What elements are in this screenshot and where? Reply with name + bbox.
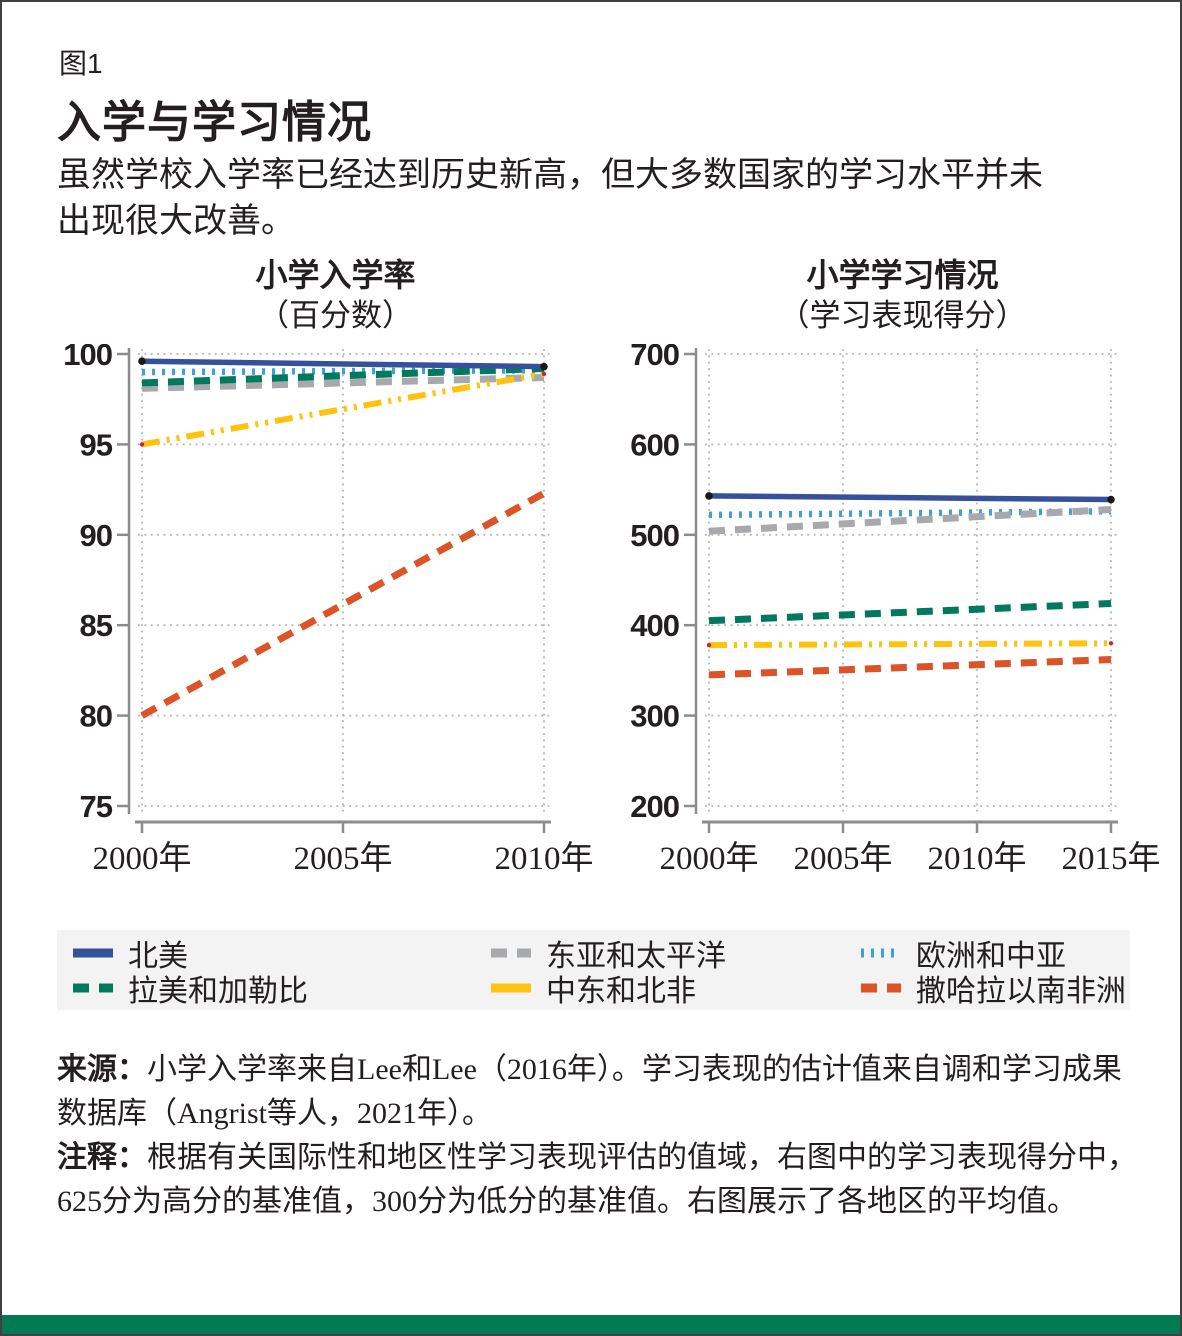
y-tick-label: 95 (80, 427, 113, 462)
endpoint-marker (540, 362, 548, 371)
y-tick-label: 300 (630, 699, 679, 734)
source-text: 小学入学率来自Lee和Lee（2016年）。学习表现的估计值来自调和学习成果 数… (57, 1053, 1122, 1131)
legend-item: 拉美和加勒比 (71, 972, 489, 1008)
x-tick-label: 2010年 (495, 840, 594, 877)
legend-swatch (491, 983, 531, 992)
legend-label: 撒哈拉以南非洲 (916, 974, 1126, 1008)
y-tick-label: 500 (630, 518, 679, 553)
legend-item: 北美 (71, 937, 489, 973)
series-中东和北非 (141, 370, 545, 448)
series-欧洲和中亚 (141, 367, 545, 376)
chart-unit-learning: （学习表现得分） (778, 298, 1027, 333)
source-note: 来源：小学入学率来自Lee和Lee（2016年）。学习表现的估计值来自调和学习成… (57, 1048, 1152, 1136)
series-北美 (141, 358, 545, 370)
endpoint-marker (706, 642, 712, 648)
chart-enrollment: 小学入学率 （百分数） 100 95 90 85 80 75 2000年 2005年 2010年 (57, 254, 614, 879)
learning-plot: 700 600 500 400 300 200 2000年 2005年 2010年 2015年 (630, 344, 1161, 877)
x-tick-label: 2000年 (93, 840, 192, 877)
series-中东和北非 (708, 640, 1112, 649)
series-欧洲和中亚 (708, 508, 1112, 519)
source-label: 来源： (57, 1053, 147, 1086)
legend-item: 中东和北非 (489, 972, 859, 1008)
figure-subtitle: 虽然学校入学率已经达到历史新高，但大多数国家的学习水平并未 出现很大改善。 (57, 156, 1043, 241)
endpoint-marker (541, 371, 547, 377)
y-tick-label: 400 (630, 608, 679, 643)
enrollment-plot: 100 95 90 85 80 75 2000年 2005年 2010年 (63, 344, 594, 877)
y-tick-label: 85 (80, 608, 113, 643)
endpoint-marker (138, 357, 146, 366)
series-东亚和太平洋 (141, 374, 545, 392)
chart-unit-enrollment: （百分数） (258, 298, 413, 333)
figure-label: 图1 (59, 48, 103, 79)
endpoint-marker (705, 492, 713, 500)
x-tick-label: 2005年 (294, 840, 393, 877)
legend: 北美 东亚和太平洋 欧洲和中亚拉美和加勒比 中东和北非 撒哈拉以南非洲 (57, 930, 1130, 1010)
x-tick-label: 2015年 (1062, 840, 1161, 877)
explanatory-note: 注释：根据有关国际性和地区性学习表现评估的值域，右图中的学习表现得分中， 625… (57, 1136, 1152, 1224)
legend-label: 北美 (128, 939, 188, 973)
legend-swatch (73, 983, 113, 992)
endpoint-marker (1107, 495, 1115, 504)
legend-label: 中东和北非 (546, 974, 696, 1008)
note-label: 注释： (57, 1141, 147, 1175)
accent-bar (2, 1315, 1180, 1334)
chart-title-enrollment: 小学入学率 (255, 257, 416, 293)
y-tick-label: 80 (80, 699, 112, 734)
legend-swatch (491, 948, 531, 957)
series-拉美和加勒比 (141, 364, 545, 387)
series-北美 (708, 493, 1112, 503)
y-tick-label: 90 (80, 518, 112, 553)
legend-label: 欧洲和中亚 (916, 939, 1066, 973)
x-tick-label: 2010年 (928, 840, 1027, 877)
endpoint-marker (139, 442, 145, 447)
legend-item: 撒哈拉以南非洲 (859, 972, 1130, 1008)
footnotes: 来源：小学入学率来自Lee和Lee（2016年）。学习表现的估计值来自调和学习成… (57, 1048, 1152, 1224)
x-tick-label: 2005年 (794, 840, 893, 877)
note-text: 根据有关国际性和地区性学习表现评估的值域，右图中的学习表现得分中， 625分为高… (57, 1141, 1137, 1219)
series-东亚和太平洋 (708, 505, 1112, 535)
chart-title-learning: 小学学习情况 (806, 257, 999, 293)
series-拉美和加勒比 (708, 600, 1112, 625)
legend-swatch (861, 948, 901, 957)
page-title: 入学与学习情况 (57, 98, 372, 147)
legend-swatch (73, 948, 113, 957)
legend-swatch (861, 983, 901, 992)
legend-label: 东亚和太平洋 (546, 939, 726, 973)
chart-learning: 小学学习情况 （学习表现得分） 700 600 500 400 300 200 2000年 2… (624, 254, 1180, 879)
series-撒哈拉以南非洲 (708, 656, 1112, 679)
y-tick-label: 600 (630, 427, 679, 462)
endpoint-marker (1108, 641, 1114, 646)
x-tick-label: 2000年 (660, 840, 759, 877)
y-tick-label: 100 (63, 344, 112, 372)
y-tick-label: 200 (630, 789, 679, 824)
legend-item: 欧洲和中亚 (859, 937, 1130, 973)
legend-label: 拉美和加勒比 (128, 974, 308, 1008)
y-tick-label: 75 (80, 789, 113, 824)
y-tick-label: 700 (630, 344, 679, 372)
legend-item: 东亚和太平洋 (489, 937, 859, 973)
